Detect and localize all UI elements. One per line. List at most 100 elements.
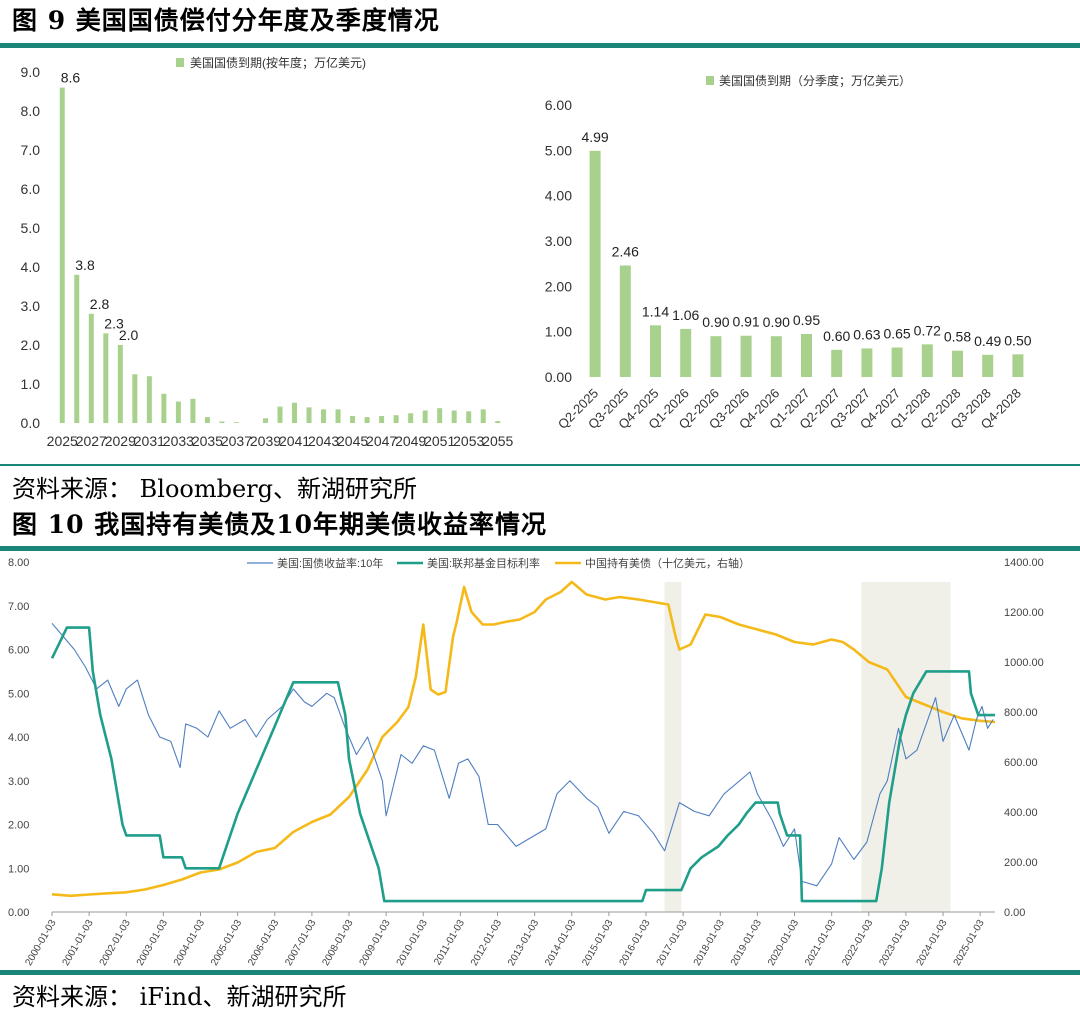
figure10-source: 资料来源： iFind、新湖研究所 bbox=[12, 983, 347, 1011]
bar bbox=[277, 406, 283, 423]
legend-swatch bbox=[176, 58, 184, 67]
x-tick-label: 2053 bbox=[453, 433, 484, 449]
x-tick-label: 2005-01-03 bbox=[209, 918, 244, 968]
bar bbox=[650, 325, 661, 377]
y-right-tick-label: 600.00 bbox=[1004, 757, 1038, 769]
x-tick-label: 2018-01-03 bbox=[692, 918, 727, 968]
bar bbox=[495, 421, 501, 423]
data-label: 0.91 bbox=[732, 314, 759, 330]
data-label: 0.95 bbox=[793, 312, 820, 328]
x-tick-label: 2002-01-03 bbox=[98, 918, 133, 968]
y-tick-label: 0.0 bbox=[21, 415, 41, 431]
data-label: 0.49 bbox=[974, 333, 1001, 349]
x-tick-label: 2043 bbox=[308, 433, 339, 449]
x-tick-label: 2017-01-03 bbox=[655, 918, 690, 968]
bar bbox=[364, 417, 370, 423]
legend-label: 美国国债到期(按年度；万亿美元) bbox=[190, 55, 366, 70]
x-tick-label: 2045 bbox=[337, 433, 368, 449]
bar bbox=[451, 410, 457, 423]
data-label: 2.8 bbox=[90, 296, 110, 312]
y-tick-label: 5.00 bbox=[545, 142, 572, 158]
x-tick-label: 2021-01-03 bbox=[803, 918, 838, 968]
figure10-top-rule bbox=[0, 546, 1080, 551]
x-tick-label: 2023-01-03 bbox=[877, 918, 912, 968]
x-tick-label: 2051 bbox=[424, 433, 455, 449]
x-tick-label: 2013-01-03 bbox=[506, 918, 541, 968]
bar bbox=[480, 409, 486, 423]
y-right-tick-label: 400.00 bbox=[1004, 807, 1038, 819]
x-tick-label: 2031 bbox=[134, 433, 165, 449]
data-label: 0.90 bbox=[763, 314, 790, 330]
bar bbox=[117, 345, 123, 423]
x-tick-label: 2027 bbox=[76, 433, 107, 449]
x-tick-label: 2006-01-03 bbox=[246, 918, 281, 968]
data-label: 2.0 bbox=[119, 327, 139, 343]
bar bbox=[422, 410, 428, 423]
y-right-tick-label: 1400.00 bbox=[1004, 557, 1044, 569]
y-tick-label: 3.00 bbox=[545, 233, 572, 249]
x-tick-label: 2041 bbox=[279, 433, 310, 449]
bar bbox=[619, 265, 631, 377]
y-left-tick-label: 5.00 bbox=[8, 688, 29, 700]
bar bbox=[262, 418, 268, 423]
data-label: 0.50 bbox=[1004, 332, 1031, 348]
quarterly-maturity-chart: 0.001.002.003.004.005.006.004.99Q2-20252… bbox=[545, 73, 1032, 432]
bar bbox=[292, 402, 298, 423]
y-right-tick-label: 200.00 bbox=[1004, 857, 1038, 869]
bar bbox=[710, 336, 722, 377]
bar bbox=[204, 417, 210, 423]
data-label: 1.14 bbox=[642, 303, 669, 319]
bar bbox=[408, 413, 414, 423]
x-tick-label: 2025-01-03 bbox=[952, 918, 987, 968]
x-tick-label: 2029 bbox=[105, 433, 136, 449]
x-tick-label: 2000-01-03 bbox=[23, 918, 58, 968]
y-tick-label: 2.0 bbox=[21, 337, 41, 353]
y-left-tick-label: 0.00 bbox=[8, 907, 29, 919]
y-left-tick-label: 1.00 bbox=[8, 863, 29, 875]
bar bbox=[379, 415, 385, 423]
x-tick-label: 2015-01-03 bbox=[580, 918, 615, 968]
x-tick-label: 2025 bbox=[47, 433, 78, 449]
shaded-period bbox=[861, 582, 951, 912]
bar bbox=[103, 333, 109, 423]
legend-label: 中国持有美债（十亿美元，右轴） bbox=[585, 556, 750, 570]
bar bbox=[982, 354, 994, 377]
bar bbox=[335, 409, 341, 423]
shaded-period bbox=[664, 582, 682, 912]
data-label: 8.6 bbox=[61, 70, 81, 86]
bar bbox=[831, 349, 843, 377]
x-tick-label: 2019-01-03 bbox=[729, 918, 764, 968]
series-line bbox=[51, 580, 996, 898]
figure9-top-rule bbox=[0, 43, 1080, 48]
x-tick-label: 2011-01-03 bbox=[432, 918, 467, 968]
y-right-tick-label: 0.00 bbox=[1004, 907, 1025, 919]
figure9-bottom-rule bbox=[0, 464, 1080, 466]
x-tick-label: 2004-01-03 bbox=[172, 918, 207, 968]
x-tick-label: 2055 bbox=[482, 433, 513, 449]
data-label: 0.58 bbox=[944, 329, 971, 345]
bar bbox=[175, 401, 181, 423]
figure10-title: 图 10 我国持有美债及10年期美债收益率情况 bbox=[12, 510, 547, 539]
y-tick-label: 1.00 bbox=[545, 324, 572, 340]
y-tick-label: 6.00 bbox=[545, 97, 572, 113]
figure9-title: 图 9 美国国债偿付分年度及季度情况 bbox=[12, 6, 440, 35]
bar bbox=[132, 374, 138, 423]
y-right-tick-label: 1200.00 bbox=[1004, 607, 1044, 619]
y-tick-label: 7.0 bbox=[21, 142, 41, 158]
bar bbox=[306, 407, 312, 423]
y-tick-label: 3.0 bbox=[21, 298, 41, 314]
y-left-tick-label: 8.00 bbox=[8, 557, 29, 569]
data-label: 0.63 bbox=[853, 326, 880, 342]
legend-label: 美国国债到期（分季度；万亿美元） bbox=[719, 73, 911, 88]
y-tick-label: 6.0 bbox=[21, 181, 41, 197]
x-tick-label: 2037 bbox=[221, 433, 252, 449]
y-left-tick-label: 6.00 bbox=[8, 645, 29, 657]
y-tick-label: 2.00 bbox=[545, 278, 572, 294]
y-left-tick-label: 3.00 bbox=[8, 776, 29, 788]
annual-maturity-chart: 0.0 1.0 2.0 3.0 4.0 5.0 6.0 7.0 8.0 9.0 8.6 3.8 2.8 2… bbox=[21, 55, 514, 449]
data-label: 0.90 bbox=[702, 314, 729, 330]
bar bbox=[161, 393, 167, 423]
y-tick-label: 0.00 bbox=[545, 369, 572, 385]
y-tick-label: 4.0 bbox=[21, 259, 41, 275]
y-tick-label: 5.0 bbox=[21, 220, 41, 236]
